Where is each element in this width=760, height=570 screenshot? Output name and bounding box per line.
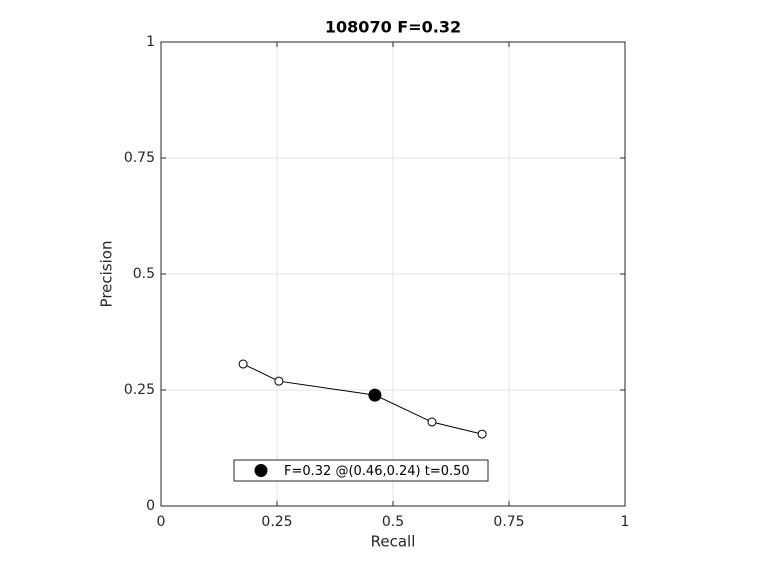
point <box>274 376 284 386</box>
point <box>477 429 487 439</box>
axes-box <box>160 41 626 507</box>
y-tick-label: 1 <box>146 34 155 50</box>
chart-title: 108070 F=0.32 <box>325 18 461 37</box>
y-tick-label: 0.75 <box>124 150 155 166</box>
x-axis-label: Recall <box>371 533 416 551</box>
legend-box <box>233 459 489 482</box>
x-tick-label: 0.5 <box>382 514 404 530</box>
best-point <box>368 388 382 402</box>
point <box>238 359 248 369</box>
x-tick-label: 1 <box>621 514 630 530</box>
y-axis-label: Precision <box>98 241 116 308</box>
x-tick-label: 0 <box>157 514 166 530</box>
x-tick-label: 0.25 <box>261 514 292 530</box>
point <box>427 417 437 427</box>
y-tick-label: 0.5 <box>133 266 155 282</box>
y-tick-label: 0.25 <box>124 382 155 398</box>
x-tick-label: 0.75 <box>493 514 524 530</box>
legend-label: F=0.32 @(0.46,0.24) t=0.50 <box>284 464 470 479</box>
legend-marker <box>254 464 268 477</box>
y-tick-label: 0 <box>146 498 155 514</box>
